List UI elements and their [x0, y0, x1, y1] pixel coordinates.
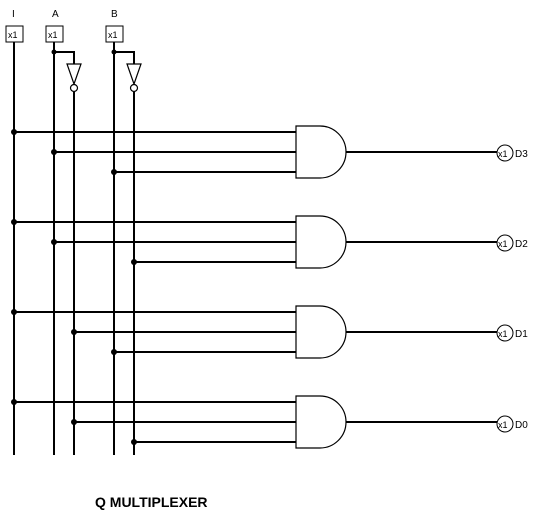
input-box-i-label: x1	[8, 30, 18, 40]
input-bus-lines	[13, 42, 135, 455]
input-box-a-label: x1	[48, 30, 58, 40]
output-probe-d3-box: x1	[498, 149, 508, 159]
input-box-a[interactable]: x1	[45, 25, 64, 43]
input-label-a: A	[52, 9, 59, 20]
output-probe-d0[interactable]: x1 D0	[496, 415, 528, 433]
input-box-i[interactable]: x1	[5, 25, 24, 43]
input-label-b: B	[111, 9, 118, 20]
and-gate-d2	[11, 215, 497, 269]
output-probe-d2[interactable]: x1 D2	[496, 234, 528, 252]
and-gate-d1	[11, 305, 497, 359]
output-probe-d0-box: x1	[498, 420, 508, 430]
output-probe-d1-box: x1	[498, 329, 508, 339]
diagram-caption: Q MULTIPLEXER	[95, 494, 208, 510]
output-label-d2: D2	[515, 239, 528, 250]
output-probe-d3[interactable]: x1 D3	[496, 144, 528, 162]
output-probe-d1[interactable]: x1 D1	[496, 324, 528, 342]
and-gate-d0	[11, 395, 497, 449]
input-label-i: I	[12, 9, 15, 20]
inverter-b	[111, 49, 142, 93]
output-probe-d2-box: x1	[498, 239, 508, 249]
input-box-b[interactable]: x1	[105, 25, 124, 43]
input-box-b-label: x1	[108, 30, 118, 40]
inverter-a	[51, 49, 82, 93]
output-label-d3: D3	[515, 149, 528, 160]
output-label-d1: D1	[515, 329, 528, 340]
output-label-d0: D0	[515, 420, 528, 431]
and-gate-d3	[11, 125, 497, 179]
